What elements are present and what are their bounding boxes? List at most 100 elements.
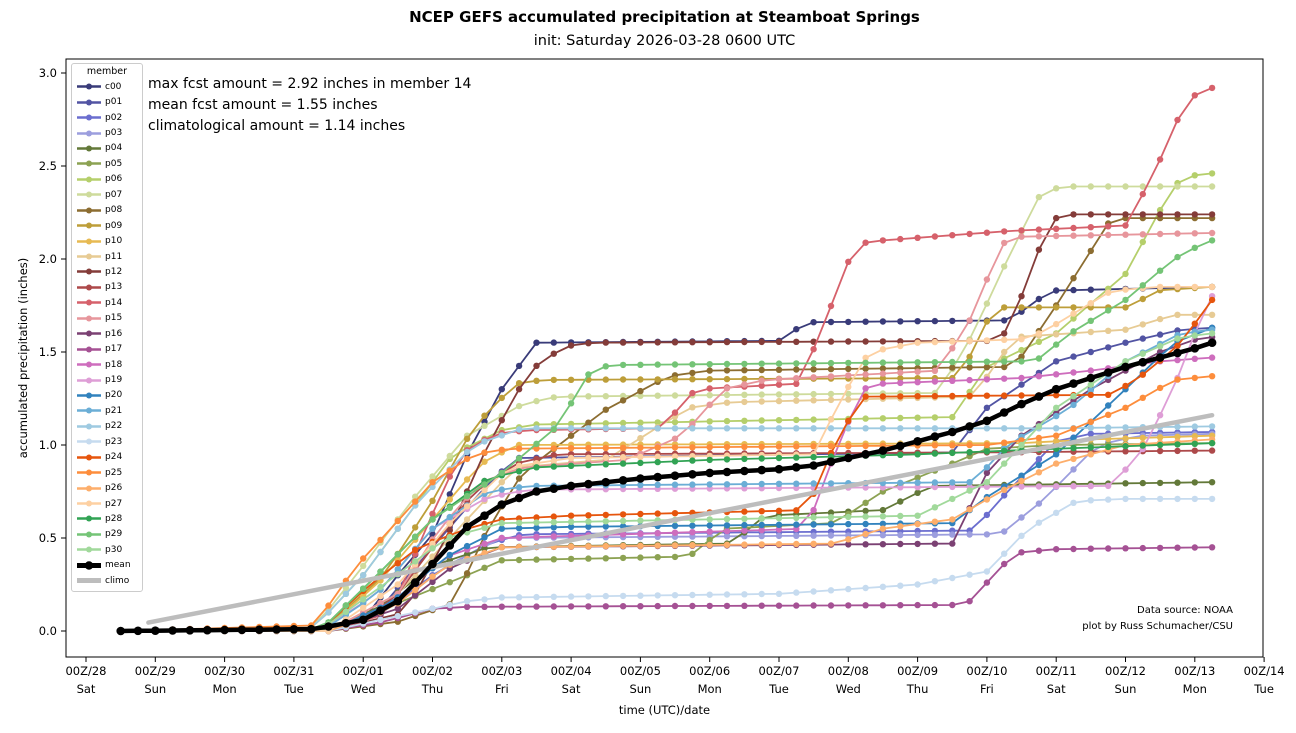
- svg-text:00Z/03: 00Z/03: [481, 664, 522, 678]
- legend-item-p14: p14: [76, 295, 138, 310]
- series-climo: [146, 412, 1215, 625]
- x-tick-00Z-03: 00Z/03 Fri: [481, 657, 522, 696]
- svg-text:00Z/29: 00Z/29: [135, 664, 176, 678]
- svg-text:1.0: 1.0: [39, 438, 57, 452]
- svg-text:Fri: Fri: [495, 682, 509, 696]
- svg-text:0.0: 0.0: [39, 624, 57, 638]
- legend-label-p02: p02: [105, 112, 123, 123]
- legend-item-p22: p22: [76, 419, 138, 434]
- svg-text:Wed: Wed: [351, 682, 376, 696]
- legend-item-p08: p08: [76, 203, 138, 218]
- legend-swatch-p26: [77, 485, 101, 492]
- legend-item-p15: p15: [76, 311, 138, 326]
- x-tick-00Z-13: 00Z/13 Mon: [1174, 657, 1215, 696]
- series-p01: [117, 324, 1216, 635]
- legend-title: member: [86, 66, 128, 77]
- legend-label-p07: p07: [105, 189, 123, 200]
- svg-text:00Z/10: 00Z/10: [966, 664, 1007, 678]
- svg-text:Tue: Tue: [283, 682, 304, 696]
- series-p06: [117, 170, 1216, 635]
- legend-label-p20: p20: [105, 390, 123, 401]
- legend-item-p11: p11: [76, 249, 138, 264]
- legend-label-p11: p11: [105, 251, 123, 262]
- legend-swatch-p02: [77, 114, 101, 121]
- series-p14: [117, 84, 1216, 635]
- legend-label-p25: p25: [105, 467, 123, 478]
- legend-label-p28: p28: [105, 513, 123, 524]
- legend-swatch-p10: [77, 238, 101, 245]
- legend-label-p26: p26: [105, 483, 123, 494]
- legend-item-p16: p16: [76, 326, 138, 341]
- legend-item-p06: p06: [76, 172, 138, 187]
- chart-title: NCEP GEFS accumulated precipitation at S…: [409, 8, 920, 26]
- svg-text:00Z/30: 00Z/30: [204, 664, 245, 678]
- annotation-block: max fcst amount = 2.92 inches in member …: [148, 74, 471, 137]
- legend-label-p29: p29: [105, 529, 123, 540]
- svg-text:00Z/04: 00Z/04: [551, 664, 592, 678]
- legend-item-p19: p19: [76, 372, 138, 387]
- legend-item-p23: p23: [76, 434, 138, 449]
- legend-item-p24: p24: [76, 450, 138, 465]
- series-p08: [117, 214, 1216, 635]
- svg-text:Wed: Wed: [836, 682, 861, 696]
- svg-text:00Z/08: 00Z/08: [828, 664, 869, 678]
- legend-label-p16: p16: [105, 328, 123, 339]
- x-tick-00Z-11: 00Z/11 Sat: [1036, 657, 1077, 696]
- legend-item-p21: p21: [76, 403, 138, 418]
- legend-label-p06: p06: [105, 174, 123, 185]
- legend-item-p10: p10: [76, 233, 138, 248]
- legend-item-p26: p26: [76, 480, 138, 495]
- legend-label-climo: climo: [105, 575, 130, 586]
- series-p23: [117, 495, 1216, 635]
- svg-text:00Z/14: 00Z/14: [1244, 664, 1285, 678]
- legend-label-p18: p18: [105, 359, 123, 370]
- x-tick-00Z-29: 00Z/29 Sun: [135, 657, 176, 696]
- legend-item-p13: p13: [76, 280, 138, 295]
- svg-text:Tue: Tue: [768, 682, 789, 696]
- legend-swatch-c00: [77, 83, 101, 90]
- legend-label-p17: p17: [105, 344, 123, 355]
- svg-text:2.5: 2.5: [39, 159, 57, 173]
- legend-label-p30: p30: [105, 544, 123, 555]
- svg-text:2.0: 2.0: [39, 252, 57, 266]
- x-tick-00Z-12: 00Z/12 Sun: [1105, 657, 1146, 696]
- svg-text:00Z/01: 00Z/01: [343, 664, 384, 678]
- series-p26: [117, 436, 1216, 635]
- svg-text:00Z/06: 00Z/06: [689, 664, 730, 678]
- legend-swatch-p05: [77, 160, 101, 167]
- y-tick-2.5: 2.5: [39, 159, 66, 173]
- svg-text:Sun: Sun: [1115, 682, 1137, 696]
- legend-swatch-p30: [77, 546, 101, 553]
- legend-item-p01: p01: [76, 94, 138, 109]
- legend-swatch-p07: [77, 191, 101, 198]
- svg-text:00Z/13: 00Z/13: [1174, 664, 1215, 678]
- svg-text:3.0: 3.0: [39, 66, 57, 80]
- legend-item-p05: p05: [76, 156, 138, 171]
- legend: member c00 p01 p02 p03 p04 p05 p06 p07 p08 p09 p10…: [71, 63, 143, 593]
- legend-item-p03: p03: [76, 125, 138, 140]
- legend-swatch-p20: [77, 392, 101, 399]
- svg-text:00Z/12: 00Z/12: [1105, 664, 1146, 678]
- series-p15: [117, 229, 1216, 635]
- legend-label-p13: p13: [105, 282, 123, 293]
- legend-label-p03: p03: [105, 128, 123, 139]
- legend-swatch-p14: [77, 299, 101, 306]
- legend-label-p05: p05: [105, 158, 123, 169]
- legend-swatch-p03: [77, 130, 101, 137]
- legend-item-p30: p30: [76, 542, 138, 557]
- svg-text:1.5: 1.5: [39, 345, 57, 359]
- legend-swatch-p01: [77, 99, 101, 106]
- y-tick-1.5: 1.5: [39, 345, 66, 359]
- legend-label-p12: p12: [105, 266, 123, 277]
- legend-swatch-p04: [77, 145, 101, 152]
- legend-swatch-p23: [77, 438, 101, 445]
- x-tick-00Z-09: 00Z/09 Thu: [897, 657, 938, 696]
- svg-text:Sat: Sat: [562, 682, 581, 696]
- legend-item-c00: c00: [76, 79, 138, 94]
- x-tick-00Z-10: 00Z/10 Fri: [966, 657, 1007, 696]
- legend-swatch-p24: [77, 454, 101, 461]
- legend-label-p19: p19: [105, 375, 123, 386]
- legend-swatch-p29: [77, 531, 101, 538]
